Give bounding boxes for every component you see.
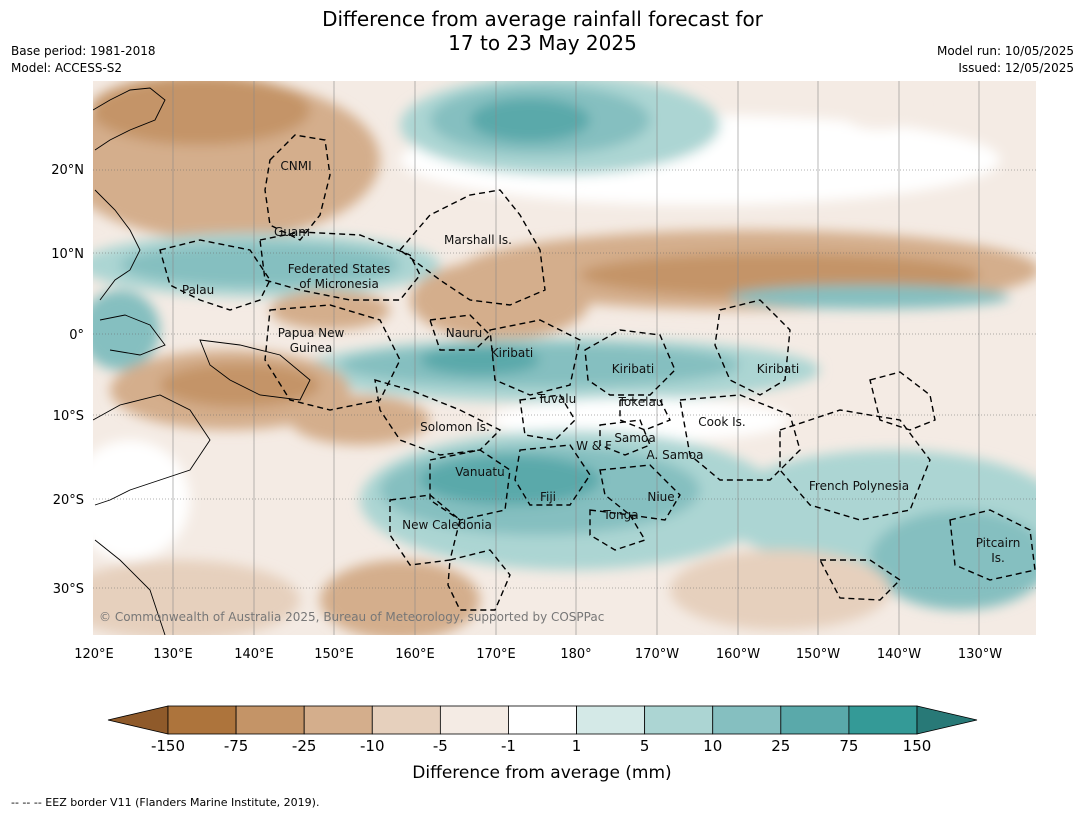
x-tick-label: 130°E: [153, 647, 193, 662]
place-label: CNMI: [280, 159, 311, 173]
place-label: W & F: [576, 439, 612, 453]
x-tick-label: 120°E: [74, 647, 114, 662]
title-line-2: 17 to 23 May 2025: [448, 31, 637, 55]
colorbar-swatch: [303, 705, 373, 735]
place-label: French Polynesia: [809, 479, 909, 493]
place-label: Kiribati: [757, 362, 799, 376]
place-label: Federated States: [288, 262, 390, 276]
place-label: Kiribati: [612, 362, 654, 376]
place-label: Marshall Is.: [444, 233, 512, 247]
model-run: Model run: 10/05/2025: [936, 44, 1074, 58]
place-label: Samoa: [614, 431, 655, 445]
y-tick-label: 30°S: [53, 582, 84, 597]
base-period: Base period: 1981-2018: [11, 44, 156, 58]
y-tick-label: 10°N: [51, 247, 84, 262]
y-tick-label: 20°N: [51, 163, 84, 178]
colorbar-tick-label: -75: [224, 737, 249, 755]
place-labels: CNMI Guam Marshall Is. Federated States …: [182, 159, 1020, 565]
place-label: Nauru: [446, 326, 482, 340]
colorbar-tick-label: 25: [771, 737, 790, 755]
place-label: Guam: [274, 225, 310, 239]
colorbar-tick-label: 5: [640, 737, 650, 755]
colorbar-tick-label: 10: [703, 737, 722, 755]
place-label: Papua New: [278, 326, 345, 340]
place-label: Fiji: [540, 490, 556, 504]
colorbar-max-extension: [916, 705, 978, 735]
place-label: Kiribati: [491, 346, 533, 360]
colorbar-min-extension: [107, 705, 169, 735]
place-label: Pitcairn: [976, 536, 1021, 550]
parallel-gridlines: [93, 169, 1036, 589]
x-axis-labels: 120°E 130°E 140°E 150°E 160°E 170°E 180°…: [74, 647, 1002, 662]
x-tick-label: 150°W: [796, 647, 840, 662]
y-tick-label: 10°S: [53, 409, 84, 424]
x-tick-label: 140°E: [234, 647, 274, 662]
colorbar-swatch: [508, 705, 577, 735]
colorbar-title: Difference from average (mm): [412, 763, 671, 783]
y-tick-label: 0°: [69, 328, 84, 343]
colorbar-swatch: [235, 705, 305, 735]
place-label: of Micronesia: [299, 277, 379, 291]
x-tick-label: 170°E: [476, 647, 516, 662]
place-label: Solomon Is.: [420, 420, 490, 434]
model-name: Model: ACCESS-S2: [11, 61, 123, 75]
place-label: Vanuatu: [455, 465, 505, 479]
place-label: Palau: [182, 283, 214, 297]
y-tick-label: 20°S: [53, 493, 84, 508]
eez-footnote: -- -- -- EEZ border V11 (Flanders Marine…: [11, 796, 320, 809]
colorbar-swatch: [780, 705, 850, 735]
eez-borders: [159, 134, 1036, 611]
coastlines: [93, 87, 311, 635]
map-title: Difference from average rainfall forecas…: [0, 7, 1085, 55]
colorbar-swatch: [576, 705, 646, 735]
colorbar-tick-label: 1: [572, 737, 582, 755]
colorbar-tick-label: -5: [433, 737, 448, 755]
title-line-1: Difference from average rainfall forecas…: [322, 7, 763, 31]
place-label: Niue: [647, 490, 674, 504]
colorbar-tick-label: -150: [151, 737, 185, 755]
place-label: Is.: [991, 551, 1005, 565]
colorbar-swatch: [371, 705, 441, 735]
colorbar-tick-label: 75: [839, 737, 858, 755]
colorbar-swatch: [712, 705, 782, 735]
x-tick-label: 180°: [560, 647, 591, 662]
place-label: Cook Is.: [698, 415, 745, 429]
meta-right: Model run: 10/05/2025 Issued: 12/05/2025: [937, 43, 1074, 77]
issued-date: Issued: 12/05/2025: [958, 61, 1074, 75]
x-tick-label: 130°W: [958, 647, 1002, 662]
place-label: Tokelau: [618, 395, 664, 409]
colorbar-swatch: [439, 705, 509, 735]
colorbar-swatch: [848, 705, 918, 735]
place-label: New Caledonia: [402, 518, 492, 532]
x-tick-label: 150°E: [314, 647, 354, 662]
place-label: Guinea: [290, 341, 333, 355]
place-label: A. Samoa: [647, 448, 704, 462]
y-axis-labels: 20°N 10°N 0° 10°S 20°S 30°S: [51, 163, 84, 597]
colorbar-tick-label: -10: [360, 737, 385, 755]
colorbar-tick-label: -25: [292, 737, 317, 755]
colorbar-swatch: [167, 705, 237, 735]
x-tick-label: 160°E: [395, 647, 435, 662]
x-tick-label: 170°W: [635, 647, 679, 662]
copyright-notice: © Commonwealth of Australia 2025, Bureau…: [99, 610, 604, 624]
colorbar-swatch: [644, 705, 714, 735]
place-label: Tuvalu: [537, 392, 577, 406]
x-tick-label: 140°W: [877, 647, 921, 662]
x-tick-label: 160°W: [716, 647, 760, 662]
place-label: Tonga: [602, 508, 638, 522]
colorbar-tick-label: 150: [903, 737, 932, 755]
colorbar-legend: -150 -75 -25 -10 -5 -1 1 5 10 25 75 150: [107, 705, 978, 755]
colorbar-tick-label: -1: [501, 737, 516, 755]
meta-left: Base period: 1981-2018 Model: ACCESS-S2: [11, 43, 156, 77]
rainfall-anomaly-field: © Commonwealth of Australia 2025, Bureau…: [93, 81, 1036, 635]
